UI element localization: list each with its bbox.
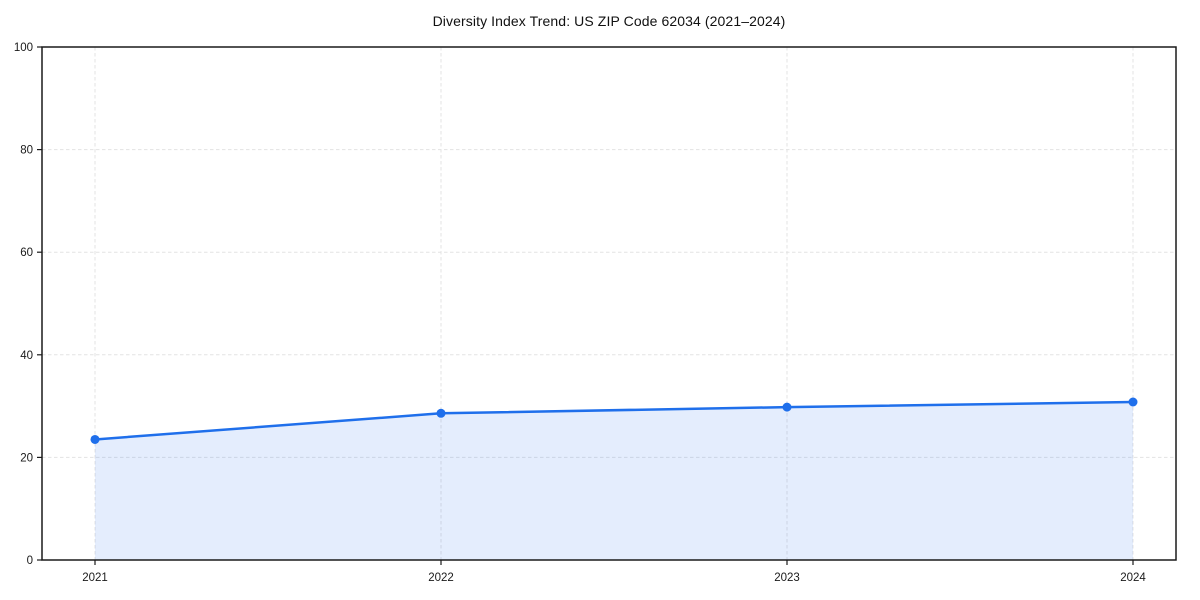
data-point-marker bbox=[436, 408, 446, 418]
y-tick-label: 80 bbox=[20, 145, 33, 157]
y-tick-label: 60 bbox=[20, 247, 33, 259]
x-tick-label: 2022 bbox=[428, 572, 454, 584]
area-fill bbox=[95, 401, 1133, 560]
x-tick-label: 2023 bbox=[774, 572, 800, 584]
x-tick-label: 2021 bbox=[82, 572, 108, 584]
data-point-marker bbox=[1128, 397, 1138, 407]
y-tick-label: 40 bbox=[20, 350, 33, 362]
chart-title: Diversity Index Trend: US ZIP Code 62034… bbox=[432, 13, 786, 29]
data-point-marker bbox=[90, 434, 100, 444]
y-tick-label: 0 bbox=[27, 555, 33, 567]
plot-border bbox=[41, 46, 1177, 561]
data-point-marker bbox=[782, 402, 792, 412]
trend-line bbox=[93, 400, 1135, 441]
y-tick-label: 100 bbox=[14, 42, 33, 54]
x-tick-label: 2024 bbox=[1120, 572, 1146, 584]
y-tick-label: 20 bbox=[20, 452, 33, 464]
